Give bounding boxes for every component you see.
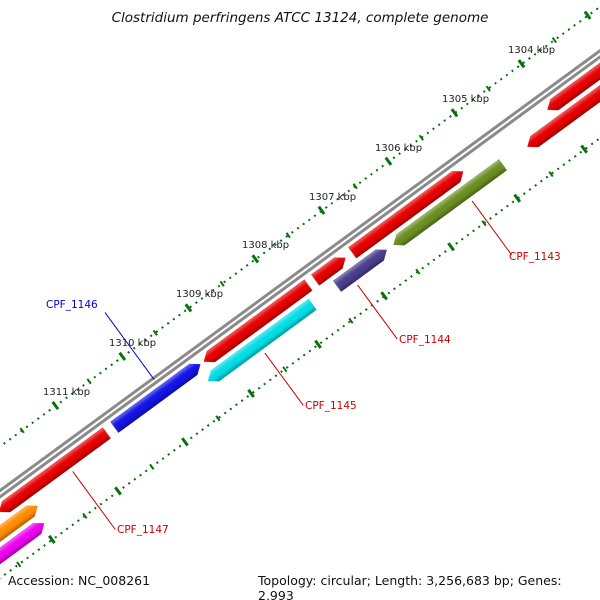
status-bar: Accession: NC_008261 Topology: circular;… — [0, 571, 600, 600]
tick-label-1310: 1310 kbp — [109, 338, 157, 349]
tick-label-1307: 1307 kbp — [309, 192, 357, 203]
status-topology: Topology: circular; Length: 3,256,683 bp… — [258, 573, 562, 600]
gene-label-cpf-1146[interactable]: CPF_1146 — [46, 299, 98, 311]
tick-label-1305: 1305 kbp — [442, 94, 490, 105]
tick-label-1308: 1308 kbp — [242, 240, 290, 251]
gene-label-cpf-1143[interactable]: CPF_1143 — [509, 251, 561, 263]
tick-label-1311: 1311 kbp — [43, 387, 91, 398]
tick-label-1306: 1306 kbp — [375, 143, 423, 154]
inner-dotted-ruler — [0, 81, 600, 580]
tick-label-1309: 1309 kbp — [176, 289, 224, 300]
gene-cpf-1146[interactable] — [110, 358, 205, 433]
tick-label-1304: 1304 kbp — [508, 45, 556, 56]
gene-label-cpf-1145[interactable]: CPF_1145 — [305, 400, 357, 412]
genome-title: Clostridium perfringens ATCC 13124, comp… — [111, 10, 489, 26]
gene-label-cpf-1144[interactable]: CPF_1144 — [399, 334, 451, 346]
gene-label-cpf-1147[interactable]: CPF_1147 — [117, 524, 169, 536]
gene-cpf-1147[interactable] — [0, 427, 111, 518]
outer-dotted-ruler — [0, 0, 600, 495]
status-accession: Accession: NC_008261 — [8, 573, 151, 588]
